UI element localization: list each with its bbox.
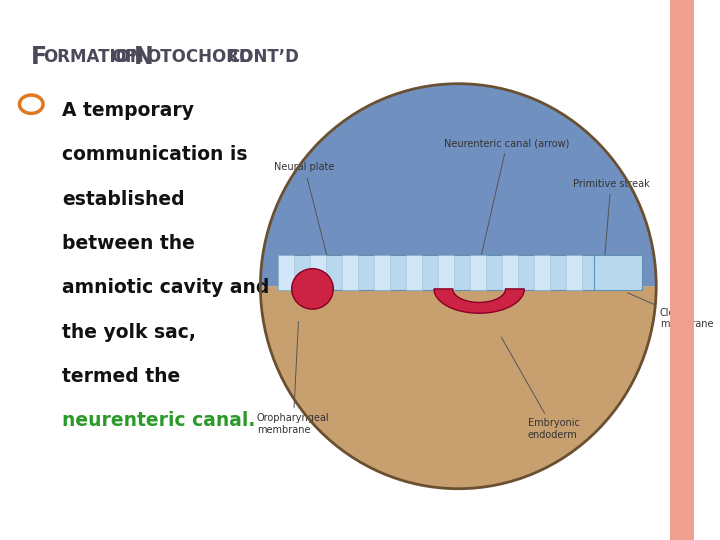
- Bar: [374, 255, 390, 291]
- Text: communication is: communication is: [63, 145, 248, 165]
- Text: F: F: [31, 45, 48, 69]
- Text: Neurenteric canal (arrow): Neurenteric canal (arrow): [444, 138, 570, 262]
- Polygon shape: [434, 289, 524, 313]
- Bar: [470, 255, 486, 291]
- Text: ORMATION: ORMATION: [43, 48, 144, 66]
- Bar: [594, 255, 642, 291]
- Text: neurenteric canal.: neurenteric canal.: [63, 411, 256, 430]
- Text: Embryonic
endoderm: Embryonic endoderm: [501, 337, 580, 440]
- Ellipse shape: [292, 268, 333, 309]
- Bar: [438, 255, 454, 291]
- Bar: [567, 255, 582, 291]
- Text: between the: between the: [63, 234, 195, 253]
- Bar: [278, 255, 294, 291]
- Text: Primitive streak: Primitive streak: [572, 179, 649, 262]
- Text: Cloacal
membrane: Cloacal membrane: [628, 293, 714, 329]
- Text: termed the: termed the: [63, 367, 181, 386]
- Bar: [406, 255, 422, 291]
- Text: Oropharyngeal
membrane: Oropharyngeal membrane: [257, 321, 330, 435]
- Text: amniotic cavity and: amniotic cavity and: [63, 278, 270, 298]
- Bar: [670, 0, 694, 540]
- Text: N: N: [134, 45, 154, 69]
- Text: OF: OF: [111, 48, 137, 66]
- Polygon shape: [261, 84, 656, 286]
- Bar: [310, 255, 326, 291]
- Text: the yolk sac,: the yolk sac,: [63, 322, 197, 342]
- Bar: [342, 255, 358, 291]
- Polygon shape: [261, 286, 656, 489]
- Text: established: established: [63, 190, 185, 209]
- Text: A temporary: A temporary: [63, 101, 194, 120]
- Bar: [502, 255, 518, 291]
- Text: Neural plate: Neural plate: [274, 163, 335, 265]
- Text: CONT’D: CONT’D: [227, 48, 299, 66]
- Bar: [278, 255, 598, 291]
- Text: OTOCHORD: OTOCHORD: [146, 48, 253, 66]
- Bar: [534, 255, 550, 291]
